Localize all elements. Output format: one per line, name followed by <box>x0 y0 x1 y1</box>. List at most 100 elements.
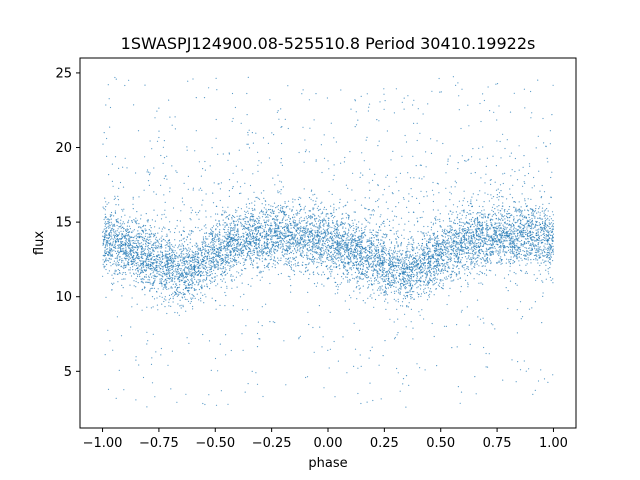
data-point <box>401 301 404 303</box>
data-point <box>146 331 148 333</box>
data-point <box>104 209 106 211</box>
data-point <box>329 271 331 273</box>
data-point <box>307 220 309 222</box>
data-point <box>144 228 146 230</box>
data-point <box>303 245 305 247</box>
data-point <box>436 255 438 257</box>
data-point <box>111 282 113 284</box>
data-point <box>445 172 447 174</box>
data-point <box>404 286 406 288</box>
data-point <box>285 214 287 216</box>
data-point <box>424 262 426 264</box>
data-point <box>439 218 441 220</box>
data-point <box>506 213 508 215</box>
data-point <box>342 272 344 274</box>
data-point <box>277 205 279 207</box>
data-point <box>206 286 209 288</box>
data-point <box>414 283 416 286</box>
data-point <box>495 235 497 237</box>
data-point <box>416 255 418 257</box>
data-point <box>182 289 184 291</box>
data-point <box>176 252 178 254</box>
data-point <box>378 260 380 262</box>
data-point <box>358 241 361 243</box>
data-point <box>188 233 190 235</box>
data-point <box>397 298 399 300</box>
data-point <box>311 234 313 236</box>
data-point <box>138 243 140 245</box>
data-point <box>412 240 414 242</box>
data-point <box>229 243 232 245</box>
data-point <box>499 258 501 260</box>
data-point <box>449 199 451 201</box>
data-point <box>326 97 328 99</box>
data-point <box>470 262 472 264</box>
data-point <box>503 221 506 224</box>
data-point <box>494 247 496 249</box>
data-point <box>508 240 510 242</box>
data-point <box>504 247 506 249</box>
data-point <box>251 213 253 215</box>
data-point <box>221 263 223 265</box>
data-point <box>476 227 478 229</box>
data-point <box>537 135 539 137</box>
data-point <box>345 244 347 246</box>
data-point <box>509 111 512 113</box>
data-point <box>493 251 495 253</box>
data-point <box>406 291 408 293</box>
data-point <box>138 257 140 259</box>
data-point <box>265 230 267 232</box>
data-point <box>186 253 189 255</box>
data-point <box>491 197 493 199</box>
data-point <box>312 233 314 235</box>
data-point <box>258 221 260 223</box>
data-point <box>110 265 112 267</box>
data-point <box>464 246 466 249</box>
data-point <box>132 249 134 252</box>
data-point <box>481 248 483 251</box>
data-point <box>140 278 142 280</box>
data-point <box>531 233 533 235</box>
data-point <box>520 206 522 208</box>
data-point <box>382 253 384 255</box>
data-point <box>102 206 104 208</box>
data-point <box>372 244 374 246</box>
data-point <box>157 288 159 290</box>
data-point <box>308 232 310 234</box>
data-point <box>494 222 496 224</box>
data-point <box>150 230 152 232</box>
data-point <box>199 280 202 282</box>
data-point <box>144 269 146 271</box>
data-point <box>123 223 125 225</box>
data-point <box>354 199 356 201</box>
data-point <box>459 240 461 242</box>
data-point <box>250 263 252 266</box>
data-point <box>243 261 245 263</box>
data-point <box>518 256 521 258</box>
data-point <box>449 260 451 263</box>
data-point <box>269 228 272 230</box>
data-point <box>187 279 189 281</box>
data-point <box>462 231 464 233</box>
data-point <box>498 260 500 262</box>
data-point <box>403 265 405 267</box>
data-point <box>502 133 504 135</box>
data-point <box>320 264 323 266</box>
data-point <box>154 274 156 276</box>
data-point <box>264 234 266 236</box>
data-point <box>272 177 274 179</box>
data-point <box>340 221 343 223</box>
data-point <box>351 225 353 228</box>
data-point <box>356 265 358 267</box>
data-point <box>405 282 407 284</box>
data-point <box>510 250 512 252</box>
data-point <box>419 284 421 286</box>
data-point <box>419 262 421 264</box>
data-point <box>478 250 480 252</box>
data-point <box>482 206 484 208</box>
data-point <box>479 231 482 233</box>
data-point <box>384 246 386 248</box>
data-point <box>433 232 435 234</box>
data-point <box>526 272 528 274</box>
data-point <box>395 262 397 264</box>
